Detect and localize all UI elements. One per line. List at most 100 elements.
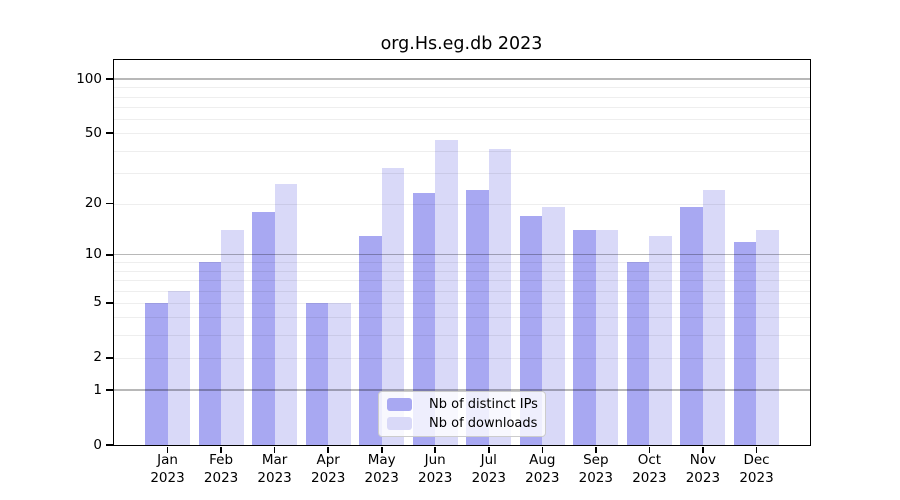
y-axis-tick bbox=[106, 444, 114, 446]
y-axis-tick bbox=[106, 302, 114, 304]
bar-distinct-ips-jul bbox=[466, 189, 489, 445]
x-axis-tick bbox=[273, 446, 276, 453]
x-tick-month: Sep bbox=[583, 452, 609, 468]
x-tick-month: Oct bbox=[637, 452, 662, 468]
y-axis-tick bbox=[106, 357, 114, 359]
x-tick-month: Dec bbox=[743, 452, 770, 468]
x-tick-year: 2023 bbox=[418, 469, 453, 486]
x-axis-tick bbox=[434, 446, 437, 453]
x-axis-tick bbox=[648, 446, 651, 453]
bar-downloads-mar bbox=[274, 183, 298, 445]
gridline-minor bbox=[114, 172, 810, 174]
bar-distinct-ips-sep bbox=[573, 230, 596, 445]
x-tick-label: Nov 2023 bbox=[658, 452, 748, 487]
bar-downloads-apr bbox=[328, 302, 351, 445]
y-axis-tick bbox=[106, 78, 114, 80]
x-tick-year: 2023 bbox=[739, 469, 774, 486]
x-tick-year: 2023 bbox=[525, 469, 560, 486]
x-tick-year: 2023 bbox=[364, 469, 399, 486]
x-tick-label: Sep 2023 bbox=[551, 452, 641, 487]
bar-downloads-may bbox=[381, 167, 405, 445]
gridline-minor bbox=[114, 119, 810, 120]
y-tick-label: 0 bbox=[93, 436, 102, 453]
x-tick-year: 2023 bbox=[311, 469, 346, 486]
x-tick-label: Dec 2023 bbox=[712, 452, 802, 487]
x-tick-month: Jun bbox=[424, 452, 446, 468]
y-axis-tick bbox=[106, 389, 114, 391]
x-tick-month: Aug bbox=[529, 452, 556, 468]
x-tick-month: May bbox=[367, 452, 396, 468]
bar-downloads-nov bbox=[702, 189, 726, 445]
x-axis-tick bbox=[380, 446, 383, 453]
y-tick-label: 50 bbox=[84, 124, 102, 141]
x-tick-label: May 2023 bbox=[337, 452, 427, 487]
gridline-minor bbox=[114, 317, 810, 319]
x-tick-label: Aug 2023 bbox=[497, 452, 587, 487]
bar-distinct-ips-mar bbox=[252, 211, 275, 445]
bar-downloads-feb bbox=[221, 230, 244, 445]
y-tick-label: 5 bbox=[93, 294, 102, 311]
x-tick-year: 2023 bbox=[257, 469, 292, 486]
x-tick-label: Jan 2023 bbox=[123, 452, 213, 487]
gridline-major bbox=[114, 389, 810, 391]
x-axis-tick bbox=[755, 446, 758, 453]
gridline-minor bbox=[114, 96, 810, 98]
x-axis-tick bbox=[702, 446, 704, 453]
bar-downloads-oct bbox=[649, 235, 672, 445]
bar-distinct-ips-apr bbox=[305, 302, 329, 445]
gridline-minor bbox=[114, 203, 810, 205]
x-tick-year: 2023 bbox=[150, 469, 185, 486]
bar-distinct-ips-feb bbox=[198, 262, 222, 445]
legend-label-distinct-ips: Nb of distinct IPs bbox=[429, 397, 538, 412]
y-axis-tick bbox=[106, 254, 114, 256]
legend-item-downloads: Nb of downloads bbox=[387, 416, 545, 431]
gridline-minor bbox=[114, 133, 810, 135]
x-tick-year: 2023 bbox=[685, 469, 721, 486]
x-tick-month: Feb bbox=[209, 452, 234, 468]
gridline-minor bbox=[114, 270, 810, 272]
x-axis-tick bbox=[220, 446, 222, 453]
bar-downloads-dec bbox=[756, 230, 779, 445]
x-tick-label: Mar 2023 bbox=[230, 452, 320, 487]
y-tick-label: 20 bbox=[84, 195, 102, 212]
x-tick-year: 2023 bbox=[632, 469, 667, 486]
x-axis-tick bbox=[541, 446, 544, 453]
bar-distinct-ips-jun bbox=[412, 193, 436, 445]
plot-area bbox=[113, 59, 811, 446]
y-axis-tick bbox=[106, 202, 114, 205]
gridline-minor bbox=[114, 262, 810, 264]
y-tick-label: 10 bbox=[84, 246, 102, 263]
x-tick-month: Jul bbox=[480, 452, 497, 468]
x-tick-label: Jul 2023 bbox=[444, 452, 534, 487]
x-tick-month: Mar bbox=[261, 452, 288, 468]
legend: Nb of distinct IPs Nb of downloads bbox=[378, 391, 546, 437]
legend-label-downloads: Nb of downloads bbox=[429, 416, 538, 431]
bar-distinct-ips-dec bbox=[733, 241, 757, 445]
x-tick-year: 2023 bbox=[578, 469, 613, 486]
x-tick-month: Apr bbox=[316, 452, 340, 468]
gridline-minor bbox=[114, 107, 810, 108]
bar-distinct-ips-jan bbox=[145, 302, 168, 445]
bar-distinct-ips-nov bbox=[680, 207, 703, 445]
bar-downloads-jan bbox=[167, 290, 191, 445]
x-tick-label: Oct 2023 bbox=[604, 452, 694, 487]
x-tick-label: Apr 2023 bbox=[283, 452, 373, 487]
x-axis-tick bbox=[166, 446, 169, 453]
x-tick-label: Jun 2023 bbox=[390, 452, 480, 487]
gridline-minor bbox=[114, 280, 810, 282]
x-axis-tick bbox=[327, 446, 330, 453]
x-axis-tick bbox=[488, 446, 490, 453]
bar-distinct-ips-oct bbox=[626, 262, 650, 445]
legend-item-distinct-ips: Nb of distinct IPs bbox=[387, 397, 545, 412]
gridline-minor bbox=[114, 357, 810, 359]
legend-swatch-downloads bbox=[387, 417, 412, 430]
bar-downloads-sep bbox=[595, 230, 619, 445]
bar-distinct-ips-may bbox=[359, 235, 382, 445]
x-tick-label: Feb 2023 bbox=[176, 452, 266, 487]
gridline-minor bbox=[114, 150, 810, 152]
gridline-minor bbox=[114, 302, 810, 304]
chart-title: org.Hs.eg.db 2023 bbox=[380, 34, 543, 54]
x-tick-year: 2023 bbox=[471, 469, 506, 486]
y-tick-label: 1 bbox=[93, 381, 102, 398]
